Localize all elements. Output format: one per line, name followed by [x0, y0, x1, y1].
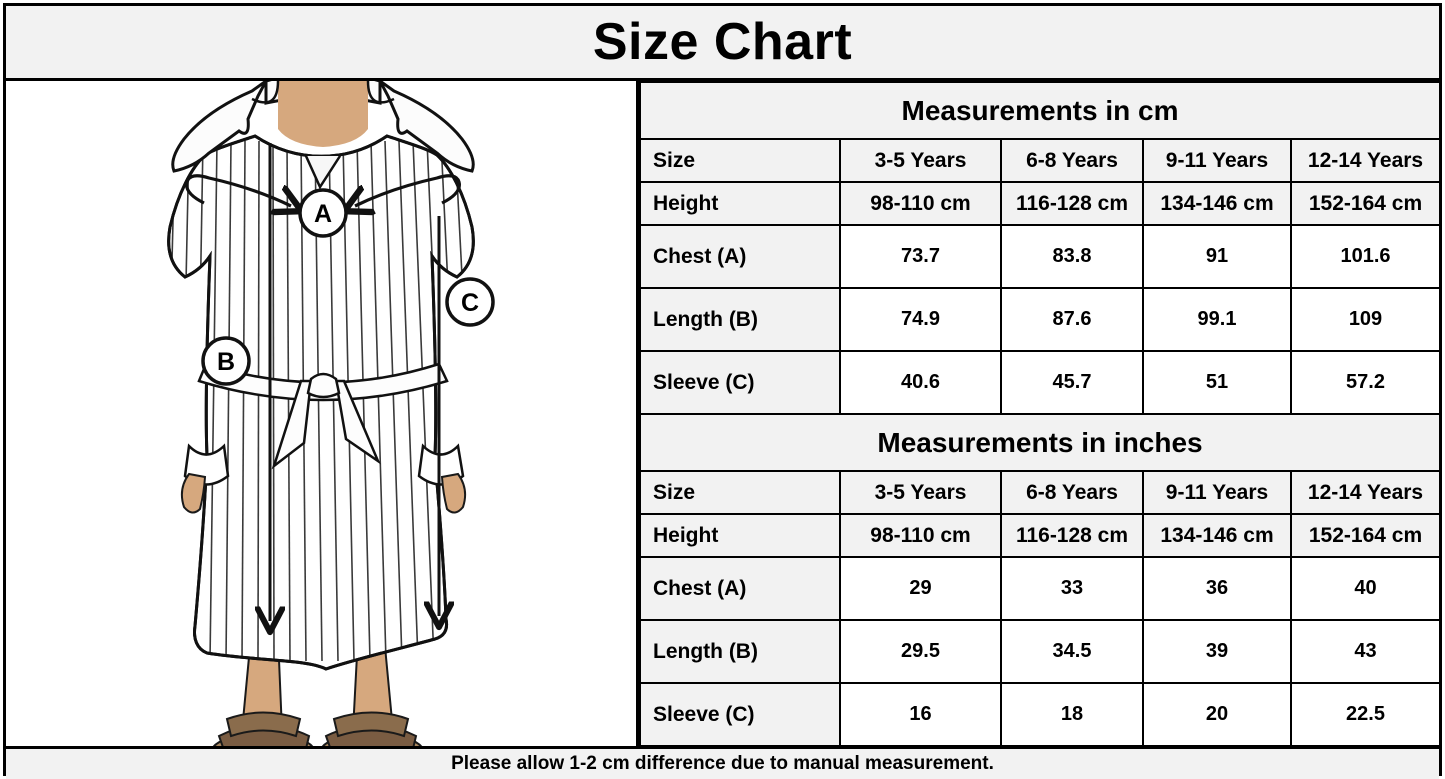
- svg-text:A: A: [314, 200, 332, 228]
- svg-text:B: B: [217, 348, 235, 376]
- svg-text:C: C: [461, 289, 479, 317]
